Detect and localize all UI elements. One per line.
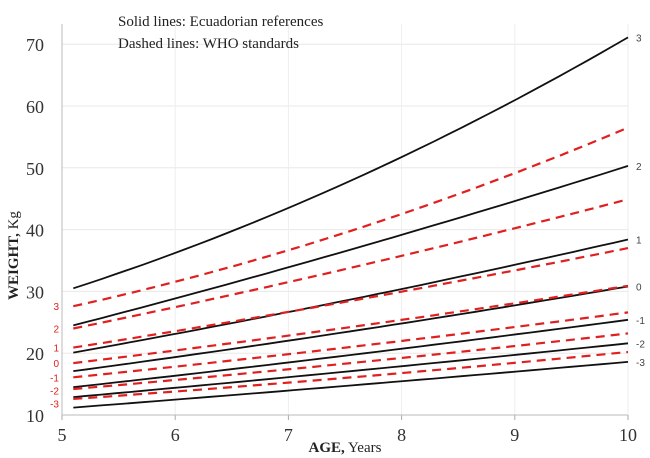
ecuador-line-label: -3 (636, 358, 645, 369)
x-tick-label: 5 (58, 425, 67, 445)
y-tick-label: 30 (26, 282, 44, 302)
who-line-sd-3 (73, 126, 629, 308)
ecuador-line-label: -1 (636, 316, 645, 327)
who-line-label: -1 (50, 373, 59, 384)
y-axis-label: WEIGHT, Kg (6, 211, 22, 300)
who-line-sd--3 (73, 350, 629, 400)
x-tick-label: 6 (171, 425, 180, 445)
x-axis-label: AGE, Years (309, 440, 382, 456)
legend-note-solid: Solid lines: Ecuadorian references (118, 14, 324, 30)
ecuador-line-sd-1 (73, 238, 629, 354)
ecuador-line-sd-2 (73, 165, 629, 327)
who-line-sd-2 (73, 198, 629, 330)
who-line-label: 2 (53, 324, 59, 335)
who-line-label: 3 (53, 302, 59, 313)
who-line-sd-1 (73, 247, 629, 349)
y-tick-label: 40 (26, 221, 44, 241)
who-line-label: -3 (50, 399, 59, 410)
x-tick-label: 7 (284, 425, 293, 445)
x-tick-label: 10 (619, 425, 637, 445)
who-line-label: 0 (53, 359, 59, 370)
ecuador-line-label: -2 (636, 339, 645, 350)
y-tick-label: 70 (26, 35, 44, 55)
ecuador-line-label: 0 (636, 282, 642, 293)
x-tick-label: 9 (510, 425, 519, 445)
ecuador-line-label: 3 (636, 33, 642, 44)
who-line-sd-0 (73, 284, 629, 365)
legend-note-dashed: Dashed lines: WHO standards (118, 36, 299, 52)
ecuador-line-sd--3 (73, 361, 629, 409)
who-line-label: 1 (53, 344, 59, 355)
who-line-sd--1 (73, 311, 629, 379)
ecuador-line-sd-3 (73, 36, 629, 290)
ecuador-line-label: 2 (636, 162, 642, 173)
ecuador-line-sd--1 (73, 318, 629, 389)
y-tick-label: 10 (26, 406, 44, 426)
who-line-sd--2 (73, 332, 629, 391)
y-tick-label: 50 (26, 159, 44, 179)
x-tick-label: 8 (397, 425, 406, 445)
y-tick-label: 20 (26, 344, 44, 364)
who-line-label: -2 (50, 386, 59, 397)
y-tick-label: 60 (26, 97, 44, 117)
ecuador-line-sd-0 (73, 285, 629, 372)
ecuador-line-sd--2 (73, 342, 629, 398)
ecuador-line-label: 1 (636, 235, 642, 246)
